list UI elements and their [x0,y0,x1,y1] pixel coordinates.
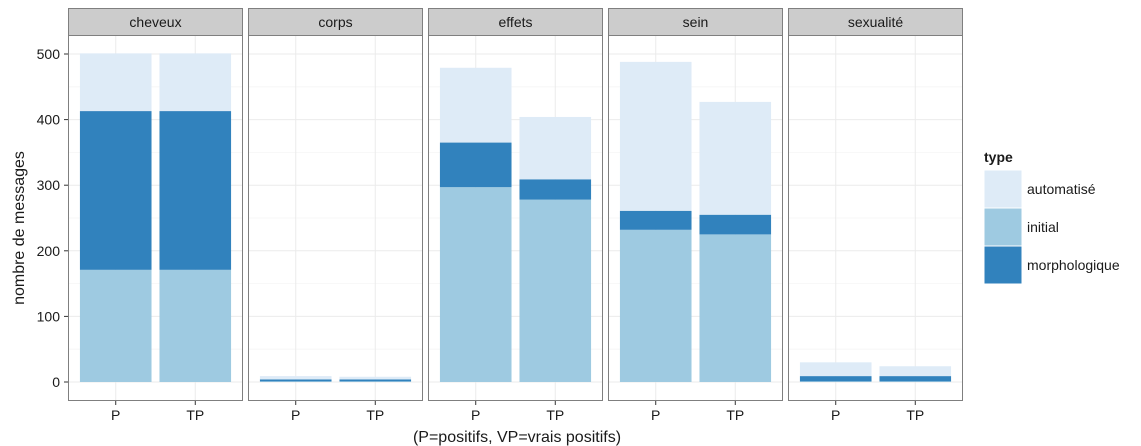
facet-strip [68,8,243,36]
bar-cheveux-P-initial [79,269,152,382]
facet-label: sexualité [848,14,903,30]
y-tick-label: 400 [37,112,61,128]
bar-sein-TP-automatisé [699,101,772,215]
bar-sexualité-P-automatisé [799,362,872,377]
legend-key-automatisé [983,169,1023,209]
bar-corps-P-automatisé [259,376,332,380]
bar-corps-TP-automatisé [339,376,412,380]
y-tick-label: 500 [37,46,61,62]
x-tick-label: P [111,407,120,423]
panel-1: P TP corps [248,8,423,423]
legend-label: initial [1027,219,1059,235]
bar-cheveux-TP-automatisé [159,53,232,112]
panel-4: P TP sexualité [788,8,963,423]
bar-effets-P-initial [439,187,512,382]
bar-sein-P-automatisé [619,61,692,211]
bar-sein-TP-morphologique [699,214,772,235]
y-tick-label: 300 [37,177,61,193]
legend-label: automatisé [1027,181,1096,197]
bar-cheveux-TP-initial [159,269,232,382]
x-tick-label: P [471,407,480,423]
x-tick-label: TP [366,407,384,423]
bar-effets-TP-morphologique [519,179,592,200]
bar-cheveux-TP-morphologique [159,111,232,270]
bar-sexualité-TP-morphologique [879,376,952,382]
bar-effets-TP-initial [519,199,592,382]
facet-label: cheveux [129,14,181,30]
legend-title: type [984,149,1013,165]
panel-3: P TP sein [608,8,783,423]
facet-strip [608,8,783,36]
legend: type automatisé initial morphologique [983,149,1120,285]
panel-2: P TP effets [428,8,603,423]
facet-label: sein [683,14,709,30]
bar-sein-P-initial [619,229,692,382]
x-tick-label: TP [186,407,204,423]
bar-sexualité-P-initial [799,381,872,382]
y-axis-title: nombre de messages [11,151,28,305]
y-tick-label: 100 [37,308,61,324]
facet-label: corps [318,14,352,30]
bar-sein-P-morphologique [619,210,692,230]
x-tick-label: P [651,407,660,423]
bar-corps-P-initial [259,381,332,382]
legend-label: morphologique [1027,257,1120,273]
bar-corps-TP-initial [339,381,412,382]
panel-0: P TP cheveux [68,8,243,423]
bar-effets-P-automatisé [439,67,512,143]
bar-corps-P-morphologique [259,379,332,382]
x-tick-label: P [291,407,300,423]
x-axis-title: (P=positifs, VP=vrais positifs) [413,429,621,446]
chart-panels: P TP cheveux P TP corps P TP effets P TP sein P TP sex… [68,8,963,423]
bar-cheveux-P-morphologique [79,111,152,270]
y-tick-label: 200 [37,243,61,259]
bar-cheveux-P-automatisé [79,53,152,112]
y-axis: 0 100 200 300 400 500 [37,46,68,390]
y-tick-label: 0 [52,374,60,390]
x-tick-label: TP [726,407,744,423]
bar-sexualité-P-morphologique [799,376,872,382]
bar-effets-TP-automatisé [519,116,592,180]
facet-strip [788,8,963,36]
bar-corps-TP-morphologique [339,379,412,382]
bar-effets-P-morphologique [439,142,512,188]
bar-sexualité-TP-automatisé [879,366,952,377]
bar-sexualité-TP-initial [879,381,952,382]
x-tick-label: TP [906,407,924,423]
facet-label: effets [499,14,533,30]
bar-sein-TP-initial [699,234,772,382]
legend-key-morphologique [983,245,1023,285]
legend-key-initial [983,207,1023,247]
facet-strip [428,8,603,36]
x-tick-label: P [831,407,840,423]
x-tick-label: TP [546,407,564,423]
facet-strip [248,8,423,36]
